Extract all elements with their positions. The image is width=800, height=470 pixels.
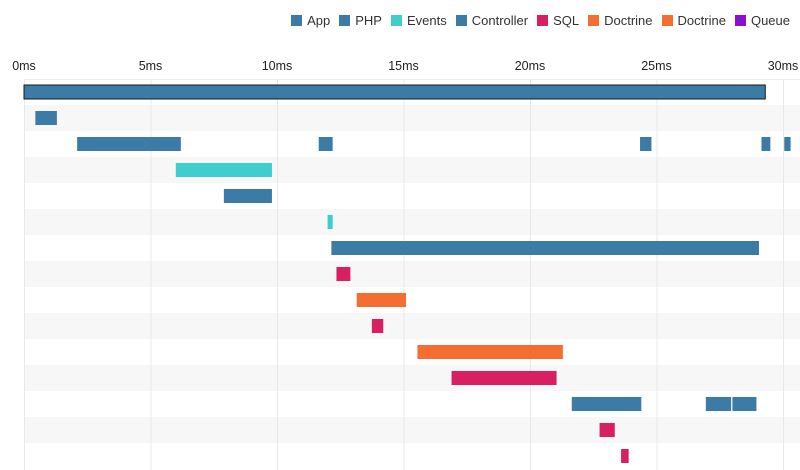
timeline-bar bbox=[23, 84, 766, 100]
chart-legend: App PHP Events Controller SQL Doctrine Doctrin… bbox=[291, 11, 790, 29]
legend-label: PHP bbox=[355, 12, 382, 28]
timeline-bar bbox=[336, 267, 351, 281]
timeline-bar bbox=[331, 241, 759, 255]
row-background bbox=[24, 313, 800, 339]
legend-label: Events bbox=[406, 12, 447, 28]
row-background bbox=[24, 365, 800, 391]
timeline-bar bbox=[732, 397, 757, 411]
legend-label: Controller bbox=[471, 12, 529, 28]
legend-label: App bbox=[307, 12, 331, 28]
legend-label: Queue bbox=[750, 12, 790, 28]
row-background bbox=[24, 105, 800, 131]
timeline-bar bbox=[621, 449, 629, 463]
timeline-bar bbox=[640, 137, 652, 151]
timeline-bar bbox=[571, 397, 642, 411]
timeline-bar bbox=[371, 319, 384, 333]
x-tick-label: 5ms bbox=[139, 59, 163, 73]
legend-item[interactable]: SQL bbox=[537, 13, 579, 28]
legend-swatch bbox=[537, 14, 549, 26]
row-background bbox=[24, 339, 800, 365]
legend-item[interactable]: PHP bbox=[339, 13, 382, 28]
row-background bbox=[24, 417, 800, 443]
timeline-bar bbox=[77, 137, 181, 151]
timeline-bar bbox=[451, 371, 557, 385]
legend-item[interactable]: Doctrine bbox=[661, 12, 726, 28]
x-tick-label: 25ms bbox=[641, 59, 672, 73]
row-background bbox=[24, 391, 800, 417]
timeline-bar bbox=[327, 215, 333, 229]
timeline-bar bbox=[175, 163, 272, 177]
legend-swatch bbox=[390, 14, 402, 26]
row-background bbox=[24, 209, 800, 235]
x-tick-label: 10ms bbox=[262, 59, 293, 73]
timeline-bar bbox=[761, 137, 771, 151]
legend-label: Doctrine bbox=[604, 12, 653, 28]
row-background bbox=[24, 443, 800, 469]
row-background bbox=[24, 261, 800, 287]
legend-label: SQL bbox=[553, 12, 580, 28]
legend-item[interactable]: Events bbox=[390, 12, 447, 28]
legend-swatch bbox=[291, 14, 303, 26]
timeline-bar bbox=[35, 111, 57, 125]
legend-item[interactable]: Doctrine bbox=[588, 12, 653, 28]
legend-swatch bbox=[339, 14, 351, 26]
legend-swatch bbox=[455, 14, 467, 26]
timeline-bar bbox=[599, 423, 615, 437]
legend-swatch bbox=[734, 14, 746, 26]
timeline-bar bbox=[705, 397, 732, 411]
x-tick-label: 15ms bbox=[388, 59, 419, 73]
legend-item[interactable]: Queue bbox=[734, 12, 790, 28]
row-background bbox=[24, 287, 800, 313]
timeline-bar bbox=[417, 345, 563, 359]
timeline-bar bbox=[784, 137, 791, 151]
legend-item[interactable]: Controller bbox=[455, 12, 529, 28]
x-tick-label: 20ms bbox=[515, 59, 546, 73]
x-tick-label: 30ms bbox=[768, 59, 799, 73]
row-background bbox=[24, 157, 800, 183]
timeline-bar bbox=[223, 189, 272, 203]
legend-swatch bbox=[588, 14, 600, 26]
timeline-bar bbox=[356, 293, 407, 307]
timeline-bar bbox=[318, 137, 333, 151]
legend-label: Doctrine bbox=[677, 12, 726, 28]
legend-swatch bbox=[661, 14, 673, 26]
row-background bbox=[24, 183, 800, 209]
x-tick-label: 0ms bbox=[12, 59, 36, 73]
legend-item[interactable]: App bbox=[291, 13, 330, 28]
